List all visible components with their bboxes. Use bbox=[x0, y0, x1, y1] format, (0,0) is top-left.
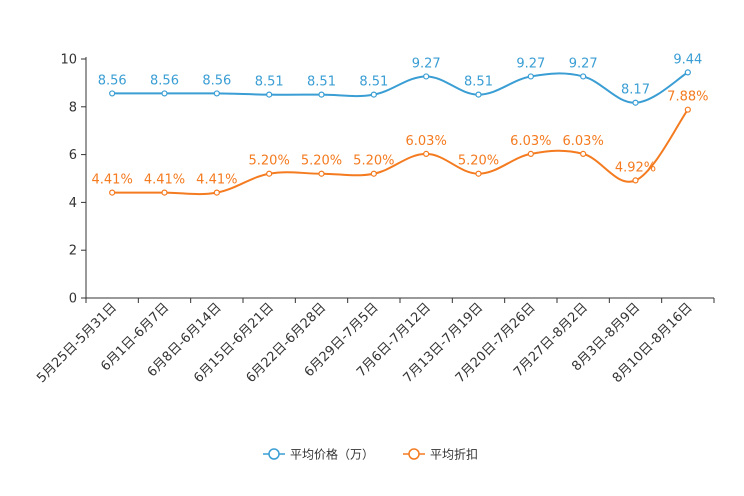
y-axis: 0 2 4 6 8 10 bbox=[60, 53, 87, 307]
y-tick-label: 2 bbox=[69, 244, 77, 259]
data-label: 6.03% bbox=[510, 134, 551, 149]
legend-label: 平均折扣 bbox=[430, 447, 478, 462]
data-point bbox=[266, 91, 273, 98]
data-point bbox=[266, 170, 273, 177]
data-point bbox=[423, 73, 430, 80]
data-label: 9.44 bbox=[673, 52, 702, 67]
data-point bbox=[370, 91, 377, 98]
legend-item-1: 平均折扣 bbox=[403, 447, 478, 462]
data-point bbox=[684, 69, 691, 76]
data-label: 8.51 bbox=[307, 75, 336, 90]
data-label: 8.17 bbox=[621, 83, 650, 98]
series-layer: 8.56 8.56 8.56 8.51 8.51 8.51 9.27 8.51 9.27 9.27… bbox=[92, 52, 708, 196]
data-label: 7.88% bbox=[667, 90, 708, 105]
legend-label: 平均价格（万） bbox=[290, 447, 374, 462]
series-line bbox=[112, 71, 689, 104]
data-label: 9.27 bbox=[516, 56, 545, 71]
data-label: 8.56 bbox=[98, 73, 127, 88]
data-point bbox=[580, 150, 587, 157]
data-point bbox=[318, 170, 325, 177]
data-point bbox=[475, 170, 482, 177]
y-tick-label: 6 bbox=[69, 148, 77, 163]
data-point bbox=[161, 90, 168, 97]
data-point bbox=[109, 90, 116, 97]
data-point bbox=[632, 177, 639, 184]
data-label: 9.27 bbox=[569, 56, 598, 71]
data-label: 8.51 bbox=[255, 75, 284, 90]
data-label: 6.03% bbox=[406, 134, 447, 149]
x-axis: 5月25日-5月31日6月1日-6月7日6月8日-6月14日6月15日-6月21… bbox=[34, 297, 715, 386]
data-point bbox=[423, 150, 430, 157]
data-point bbox=[213, 189, 220, 196]
data-label: 8.56 bbox=[202, 73, 231, 88]
y-tick-label: 10 bbox=[60, 53, 77, 68]
data-point bbox=[370, 170, 377, 177]
legend: 平均价格（万） 平均折扣 bbox=[263, 447, 478, 462]
data-point bbox=[580, 73, 587, 80]
legend-marker bbox=[268, 448, 280, 460]
data-label: 4.41% bbox=[196, 173, 237, 188]
data-point bbox=[527, 150, 534, 157]
data-label: 5.20% bbox=[353, 154, 394, 169]
data-label: 8.51 bbox=[359, 75, 388, 90]
y-tick-label: 4 bbox=[69, 196, 77, 211]
data-label: 4.41% bbox=[92, 173, 133, 188]
data-label: 8.56 bbox=[150, 73, 179, 88]
data-point bbox=[684, 106, 691, 113]
data-point bbox=[527, 73, 534, 80]
data-point bbox=[632, 99, 639, 106]
data-label: 5.20% bbox=[301, 154, 342, 169]
data-point bbox=[109, 189, 116, 196]
y-tick-label: 0 bbox=[69, 292, 77, 307]
data-label: 5.20% bbox=[249, 154, 290, 169]
legend-item-0: 平均价格（万） bbox=[263, 447, 374, 462]
series-1: 4.41% 4.41% 4.41% 5.20% 5.20% 5.20% 6.03% 5.20%… bbox=[92, 90, 708, 196]
data-point bbox=[475, 91, 482, 98]
data-label: 8.51 bbox=[464, 75, 493, 90]
y-tick-label: 8 bbox=[69, 100, 77, 115]
data-point bbox=[161, 189, 168, 196]
data-label: 6.03% bbox=[563, 134, 604, 149]
data-point bbox=[318, 91, 325, 98]
data-label: 4.41% bbox=[144, 173, 185, 188]
data-label: 5.20% bbox=[458, 154, 499, 169]
data-label: 4.92% bbox=[615, 160, 656, 175]
data-point bbox=[213, 90, 220, 97]
legend-marker bbox=[408, 448, 420, 460]
series-0: 8.56 8.56 8.56 8.51 8.51 8.51 9.27 8.51 9.27 9.27… bbox=[98, 52, 702, 106]
data-label: 9.27 bbox=[412, 56, 441, 71]
